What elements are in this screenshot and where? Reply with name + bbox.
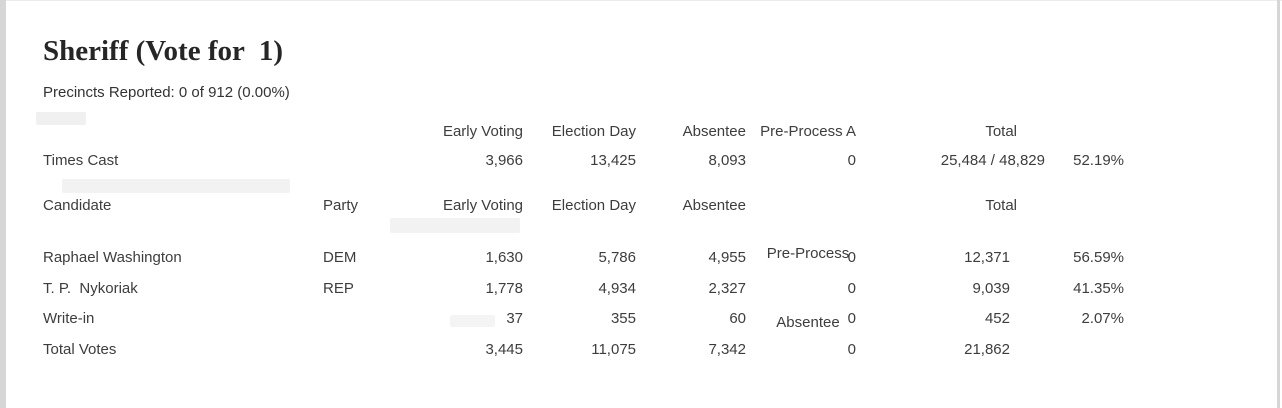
- contest-title: Sheriff (Vote for 1): [43, 35, 284, 67]
- total-votes-pre-process: 0: [847, 341, 856, 358]
- candidate-percent: 2.07%: [1081, 310, 1124, 327]
- total-votes-election-day: 11,075: [591, 341, 636, 358]
- candidate-election-day: 4,934: [598, 280, 636, 297]
- col-header-candidate: Candidate: [43, 197, 112, 214]
- col-header-election-day: Election Day: [551, 197, 636, 214]
- times-cast-pre-process: 0: [847, 152, 856, 169]
- candidate-party: [323, 340, 383, 360]
- col-header-election-day: Election Day: [551, 123, 636, 140]
- scan-artifact: [450, 315, 495, 327]
- candidate-early-voting: 1,778: [485, 280, 523, 297]
- candidate-percent: 56.59%: [1073, 249, 1124, 266]
- times-cast-election-day: 13,425: [590, 152, 636, 169]
- top-edge-line: [0, 0, 1282, 1]
- times-cast-header-row: Early Voting Election Day Absentee Pre-P…: [43, 122, 1124, 142]
- col-header-total: Total: [985, 123, 1017, 140]
- candidate-absentee: 2,327: [708, 280, 746, 297]
- candidate-absentee: 60: [729, 310, 746, 327]
- times-cast-row: Times Cast 3,966 13,425 8,093 0 25,484 /…: [43, 151, 1124, 171]
- candidate-party: DEM: [323, 249, 357, 266]
- candidate-total: 12,371: [964, 249, 1010, 266]
- candidate-election-day: 355: [610, 310, 636, 327]
- precincts-reported-status: Precincts Reported: 0 of 912 (0.00%): [43, 84, 290, 101]
- candidate-early-voting: 37: [506, 310, 523, 327]
- candidate-early-voting: 1,630: [485, 249, 523, 266]
- scan-artifact: [62, 179, 290, 193]
- empty-cell: [43, 122, 323, 142]
- col-header-pre-process: Pre-Process A: [760, 123, 856, 140]
- candidate-party: [323, 309, 383, 329]
- candidate-total: 9,039: [972, 280, 1010, 297]
- times-cast-turnout-percent: 52.19%: [1073, 152, 1124, 169]
- pre-process-header-line2: Absentee: [776, 314, 840, 331]
- candidate-row: T. P. Nykoriak REP 1,778 4,934 2,327 0 9…: [43, 279, 1124, 299]
- candidate-name: T. P. Nykoriak: [43, 280, 138, 297]
- times-cast-total: 25,484 / 48,829: [940, 152, 1045, 169]
- total-votes-percent: [1045, 340, 1124, 360]
- col-header-absentee: Absentee: [682, 123, 746, 140]
- candidate-name: Write-in: [43, 310, 95, 327]
- scan-artifact: [390, 218, 520, 233]
- col-header-total: Total: [985, 197, 1017, 214]
- pre-process-header-line1: Pre-Process: [766, 245, 850, 262]
- total-votes-row: Total Votes 3,445 11,075 7,342 0 21,862: [43, 340, 1124, 360]
- empty-cell: [323, 151, 383, 171]
- empty-cell: [1045, 122, 1124, 142]
- total-votes-total: 21,862: [964, 341, 1010, 358]
- candidate-pre-process: 0: [847, 310, 856, 327]
- write-in-row: Write-in 37 355 60 0 452 2.07%: [43, 309, 1124, 329]
- col-header-pre-process-absentee: Pre-Process Absentee: [746, 196, 856, 380]
- total-votes-early-voting: 3,445: [485, 341, 523, 358]
- col-header-early-voting: Early Voting: [442, 123, 523, 140]
- times-cast-early-voting: 3,966: [485, 152, 523, 169]
- candidate-pre-process: 0: [847, 280, 856, 297]
- total-votes-absentee: 7,342: [708, 341, 746, 358]
- candidate-total: 452: [984, 310, 1010, 327]
- candidate-party: REP: [323, 280, 354, 297]
- right-edge-strip: [1277, 0, 1280, 408]
- total-votes-label: Total Votes: [43, 341, 117, 358]
- candidate-percent: 41.35%: [1073, 280, 1124, 297]
- candidate-pre-process: 0: [847, 249, 856, 266]
- empty-cell: [323, 122, 383, 142]
- times-cast-label: Times Cast: [43, 152, 119, 169]
- times-cast-absentee: 8,093: [708, 152, 746, 169]
- col-header-absentee: Absentee: [682, 197, 746, 214]
- left-edge-strip: [0, 0, 6, 408]
- candidate-row: Raphael Washington DEM 1,630 5,786 4,955…: [43, 248, 1124, 268]
- candidate-name: Raphael Washington: [43, 249, 182, 266]
- col-header-party: Party: [323, 197, 359, 214]
- results-header-row: Candidate Party Early Voting Election Da…: [43, 196, 1124, 380]
- candidate-absentee: 4,955: [708, 249, 746, 266]
- scan-artifact: [36, 112, 86, 125]
- candidate-election-day: 5,786: [598, 249, 636, 266]
- col-header-early-voting: Early Voting: [442, 197, 523, 214]
